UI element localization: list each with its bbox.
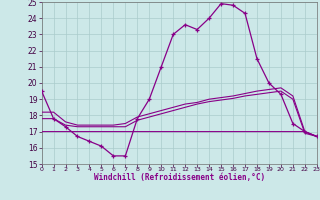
X-axis label: Windchill (Refroidissement éolien,°C): Windchill (Refroidissement éolien,°C) [94, 173, 265, 182]
